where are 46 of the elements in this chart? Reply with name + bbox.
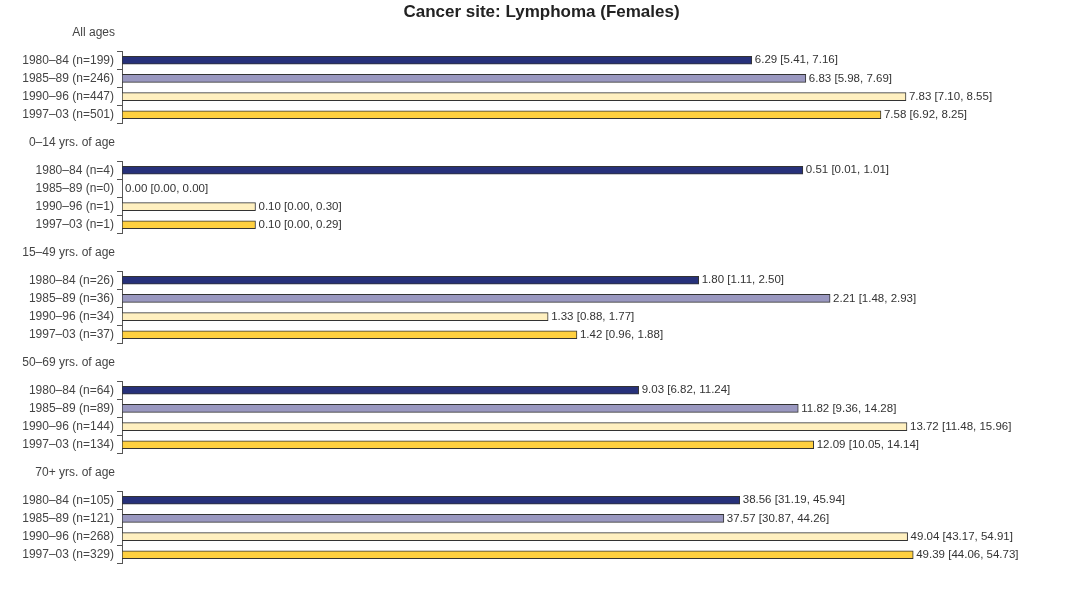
chart-subtitle: 70+ yrs. of age [34,464,115,481]
data-label: 0.10 [0.00, 0.29] [258,217,342,230]
data-label: 1.33 [0.88, 1.77] [551,309,635,322]
y-tick-label: 1985–89 (n=89) [28,400,114,415]
y-tick-label: 1997–03 (n=134) [22,437,114,452]
data-label: 6.83 [5.98, 7.69] [808,71,892,84]
data-label: 1.42 [0.96, 1.88] [579,327,664,340]
y-tick-label: 1985–89 (n=121) [22,510,114,525]
y-tick-label: 1990–96 (n=1) [35,198,114,213]
y-tick-label: 1997–03 (n=501) [22,107,114,122]
data-label: 7.83 [7.10, 8.55] [908,89,993,102]
data-label: 0.51 [0.01, 1.01] [805,163,889,176]
y-tick-label: 1985–89 (n=246) [22,70,114,85]
data-label: 38.56 [31.19, 45.94] [742,493,846,506]
y-tick-label: 1997–03 (n=1) [35,217,114,232]
data-label: 37.57 [30.87, 44.26] [726,511,830,524]
data-label: 6.29 [5.41, 7.16] [754,53,838,66]
chart-subtitle: 0–14 yrs. of age [27,134,115,151]
data-label: 2.21 [1.48, 2.93] [833,291,917,304]
data-label: 0.10 [0.00, 0.30] [258,199,342,212]
data-label: 7.58 [6.92, 8.25] [883,107,968,120]
data-label: 49.04 [43.17, 54.91] [910,529,1013,542]
y-tick-label: 1990–96 (n=144) [22,418,114,433]
data-label: 13.72 [11.48, 15.96] [909,419,1012,432]
y-tick-label: 1980–84 (n=199) [22,52,114,67]
y-tick-label: 1980–84 (n=26) [28,272,114,287]
chart-title: Cancer site: Lymphoma (Females) [402,1,681,23]
y-tick-label: 1990–96 (n=34) [28,308,114,323]
chart-subtitle: 15–49 yrs. of age [21,244,115,261]
chart-subtitle: 50–69 yrs. of age [21,354,115,371]
y-tick-label: 1985–89 (n=0) [35,180,114,195]
y-tick-label: 1997–03 (n=329) [22,547,114,562]
data-label: 11.82 [9.36, 14.28] [801,401,897,414]
data-label: 49.39 [44.06, 54.73] [916,547,1019,560]
y-tick-label: 1980–84 (n=105) [22,492,114,507]
y-tick-label: 1980–84 (n=4) [35,162,114,177]
data-label: 0.00 [0.00, 0.00] [125,181,209,194]
y-tick-label: 1997–03 (n=37) [28,327,114,342]
y-tick-label: 1990–96 (n=268) [22,528,114,543]
data-label: 9.03 [6.82, 11.24] [641,383,731,396]
chart-subtitle: All ages [71,24,115,41]
data-label: 12.09 [10.05, 14.14] [816,437,920,450]
y-tick-label: 1990–96 (n=447) [22,88,114,103]
data-label: 1.80 [1.11, 2.50] [701,273,784,286]
y-tick-label: 1985–89 (n=36) [28,290,114,305]
y-tick-label: 1980–84 (n=64) [28,382,114,397]
